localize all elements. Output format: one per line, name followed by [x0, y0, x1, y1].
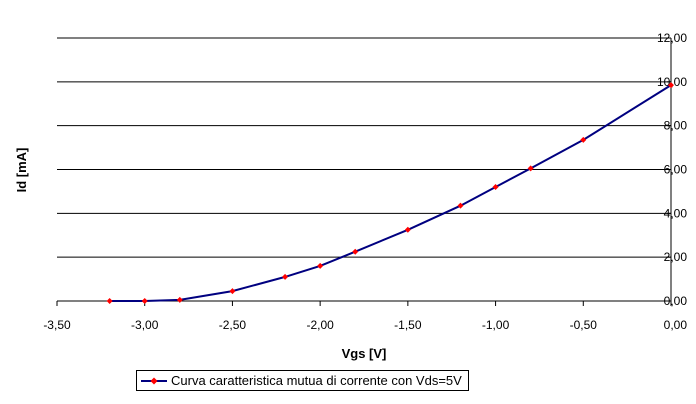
data-point: [229, 288, 236, 295]
x-tick-label: 0,00: [664, 318, 688, 332]
y-tick-label: 6,00: [664, 163, 688, 177]
data-point: [352, 248, 359, 255]
y-tick-label: 2,00: [664, 250, 688, 264]
y-tick-label: 10,00: [657, 75, 687, 89]
legend-label: Curva caratteristica mutua di corrente c…: [171, 373, 462, 388]
data-point: [527, 165, 534, 172]
data-point: [317, 262, 324, 269]
x-tick-label: -1,00: [482, 318, 510, 332]
data-point: [282, 273, 289, 280]
x-tick-label: -2,50: [219, 318, 247, 332]
gridlines: [57, 37, 671, 258]
data-point: [580, 136, 587, 143]
x-tick-label: -2,00: [306, 318, 334, 332]
data-point: [176, 296, 183, 303]
series-group: [106, 82, 674, 304]
data-point: [106, 298, 113, 304]
x-tick-label: -3,00: [131, 318, 159, 332]
x-tick-label: -1,50: [394, 318, 422, 332]
data-point: [492, 184, 499, 191]
legend: Curva caratteristica mutua di corrente c…: [136, 370, 469, 391]
y-tick-label: 0,00: [664, 294, 688, 308]
x-axis-title: Vgs [V]: [342, 346, 387, 361]
data-point: [457, 202, 464, 209]
data-point: [141, 298, 148, 304]
y-tick-label: 4,00: [664, 206, 688, 220]
y-axis-title: Id [mA]: [14, 148, 29, 193]
series-line: [109, 84, 672, 302]
x-tick-label: -3,50: [43, 318, 71, 332]
y-tick-label: 12,00: [657, 31, 687, 45]
legend-marker: [150, 377, 158, 384]
x-axis-ticks: -3,50 -3,00 -2,50 -2,00 -1,50 -1,00 -0,50 0,00: [43, 301, 687, 332]
y-axis-ticks: 0,00 2,00 4,00 6,00 8,00 10,00 12,00: [657, 31, 687, 308]
legend-swatch: [141, 377, 167, 384]
data-point: [668, 82, 674, 89]
data-point: [404, 226, 411, 233]
y-tick-label: 8,00: [664, 119, 688, 133]
x-tick-label: -0,50: [570, 318, 598, 332]
